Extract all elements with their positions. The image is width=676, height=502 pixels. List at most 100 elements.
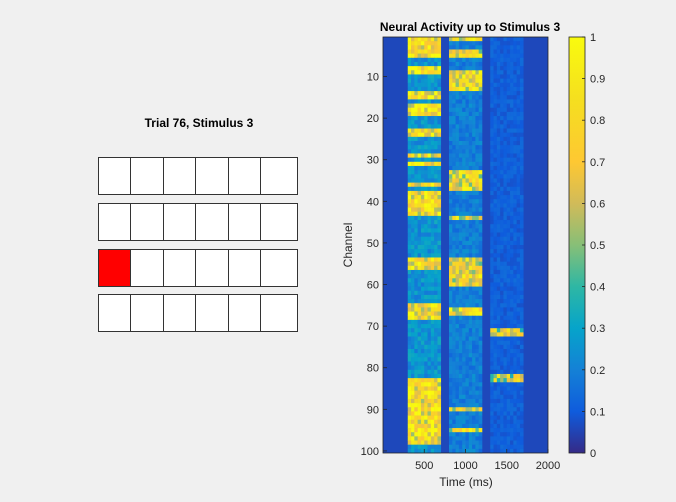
heatmap-cell <box>500 124 504 129</box>
heatmap-cell <box>437 419 442 425</box>
heatmap-cell <box>468 369 473 375</box>
heatmap-cell <box>414 182 418 188</box>
heatmap-cell <box>414 407 418 412</box>
heatmap-cell <box>519 436 524 441</box>
heatmap-cell <box>503 153 508 158</box>
heatmap-cell <box>513 232 517 237</box>
heatmap-cell <box>478 357 483 362</box>
heatmap-cell <box>490 86 494 92</box>
heatmap-cell <box>513 403 517 408</box>
heatmap-cell <box>462 253 466 258</box>
heatmap-cell <box>430 265 435 271</box>
heatmap-cell <box>449 145 453 150</box>
heatmap-cell <box>516 178 521 183</box>
heatmap-cell <box>458 86 463 92</box>
heatmap-cell <box>506 136 511 142</box>
heatmap-cell <box>411 86 415 92</box>
heatmap-cell <box>407 349 412 354</box>
heatmap-cell <box>437 382 442 387</box>
heatmap-cell <box>452 95 456 100</box>
heatmap-cell <box>493 190 498 196</box>
heatmap-cell <box>503 141 508 146</box>
heatmap-cell <box>455 116 460 121</box>
heatmap-cell <box>449 398 453 404</box>
heatmap-cell <box>437 224 442 229</box>
heatmap-cell <box>420 311 425 317</box>
heatmap-cell <box>510 78 514 84</box>
heatmap-cell <box>516 199 521 204</box>
heatmap-cell <box>503 74 508 79</box>
heatmap-cell <box>510 174 514 179</box>
heatmap-cell <box>490 419 494 425</box>
heatmap-cell <box>516 382 521 387</box>
heatmap-cell <box>417 311 422 317</box>
heatmap-cell <box>490 278 494 283</box>
heatmap-cell <box>513 228 517 233</box>
heatmap-cell <box>465 407 470 412</box>
heatmap-cell <box>455 290 460 296</box>
heatmap-cell <box>407 240 412 246</box>
heatmap-cell <box>496 257 501 262</box>
heatmap-cell <box>468 265 473 271</box>
heatmap-cell <box>430 344 435 350</box>
heatmap-cell <box>478 153 483 158</box>
heatmap-cell <box>414 141 418 146</box>
heatmap-cell <box>493 382 498 387</box>
heatmap-cell <box>493 41 498 46</box>
heatmap-cell <box>478 373 483 379</box>
heatmap-cell <box>516 207 521 213</box>
heatmap-cell <box>500 336 504 341</box>
heatmap-cell <box>424 390 428 396</box>
heatmap-cell <box>490 261 494 267</box>
heatmap-cell <box>493 111 498 117</box>
heatmap-cell <box>452 319 456 325</box>
stimulus-cell <box>99 158 132 194</box>
heatmap-cell <box>452 274 456 279</box>
heatmap-cell <box>452 220 456 225</box>
heatmap-cell <box>500 349 504 354</box>
heatmap-cell <box>417 407 422 412</box>
heatmap-cell <box>411 82 415 88</box>
heatmap-cell <box>462 224 466 229</box>
heatmap-cell <box>434 378 438 383</box>
heatmap-cell <box>496 448 501 454</box>
heatmap-cell <box>496 407 501 412</box>
heatmap-cell <box>503 353 508 358</box>
heatmap-cell <box>500 386 504 391</box>
heatmap-cell <box>478 361 483 366</box>
heatmap-cell <box>490 269 494 275</box>
heatmap-cell <box>493 361 498 366</box>
heatmap-cell <box>414 215 418 221</box>
heatmap-cell <box>427 86 432 92</box>
heatmap-cell <box>414 61 418 67</box>
heatmap-cell <box>519 411 524 416</box>
heatmap-cell <box>424 66 428 71</box>
colorbar-tick-label: 1 <box>590 32 596 44</box>
heatmap-cell <box>510 82 514 88</box>
heatmap-cell <box>478 211 483 217</box>
heatmap-cell <box>455 207 460 213</box>
heatmap-cell <box>430 170 435 175</box>
heatmap-cell <box>427 132 432 138</box>
colorbar-ticks: 00.10.20.30.40.50.60.70.80.91 <box>582 32 605 460</box>
stimulus-cell <box>131 295 164 331</box>
heatmap-cell <box>503 415 508 421</box>
heatmap-cell <box>465 432 470 437</box>
heatmap-cell <box>437 128 442 133</box>
stimulus-cell <box>196 204 229 240</box>
heatmap-cell <box>420 307 425 312</box>
heatmap-cell <box>437 165 442 171</box>
heatmap-cell <box>411 361 415 366</box>
heatmap-cell <box>468 282 473 287</box>
heatmap-cell <box>455 311 460 317</box>
heatmap-cell <box>513 249 517 254</box>
heatmap-cell <box>478 74 483 79</box>
heatmap-cell <box>434 128 438 133</box>
heatmap-cell <box>493 249 498 254</box>
heatmap-cell <box>407 207 412 213</box>
heatmap-cell <box>458 436 463 441</box>
heatmap-cell <box>455 428 460 433</box>
heatmap-cell <box>500 307 504 312</box>
heatmap-cell <box>407 365 412 371</box>
heatmap-cell <box>503 182 508 188</box>
